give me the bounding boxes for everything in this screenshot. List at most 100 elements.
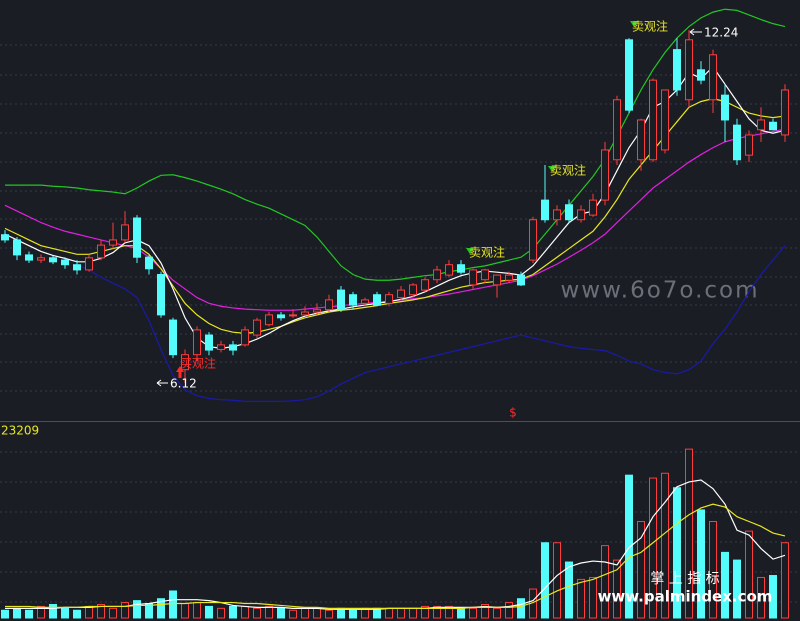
candle-body: [469, 269, 477, 286]
volume-bar: [709, 521, 717, 619]
candle-body: [697, 69, 705, 81]
volume-bar: [313, 607, 321, 619]
volume-bar: [613, 559, 621, 619]
candle-body: [493, 274, 501, 286]
candle-body: [133, 217, 141, 258]
candle-body: [625, 39, 633, 111]
volume-bar: [193, 602, 201, 619]
candle-body: [277, 314, 285, 319]
volume-bar: [565, 561, 573, 619]
volume-bar: [241, 605, 249, 619]
candle-body: [661, 89, 669, 151]
volume-bar: [25, 609, 33, 619]
volume-bar: [85, 605, 93, 619]
volume-bar: [289, 609, 297, 619]
volume-bar: [301, 607, 309, 619]
volume-bar: [481, 603, 489, 619]
volume-bar: [625, 474, 633, 619]
volume-bar: [697, 509, 705, 619]
volume-label: 23209: [1, 424, 39, 438]
candle-body: [337, 289, 345, 311]
volume-bar: [685, 448, 693, 619]
candle-body: [85, 257, 93, 271]
candle-body: [613, 99, 621, 161]
volume-bar: [781, 542, 789, 619]
volume-bar: [649, 477, 657, 619]
volume-bar: [745, 530, 753, 619]
candle-body: [145, 256, 153, 270]
candle-body: [409, 284, 417, 296]
sell-signal: 卖观注: [550, 163, 586, 178]
candle-body: [361, 299, 369, 304]
volume-bar: [589, 576, 597, 619]
low-price-label: 6.12: [170, 377, 197, 391]
volume-bar: [457, 607, 465, 619]
marker: $: [509, 406, 517, 420]
candle-body: [301, 311, 309, 316]
candle-body: [685, 39, 693, 101]
candle-body: [733, 124, 741, 161]
plot-area: [1, 8, 789, 619]
volume-bar: [385, 607, 393, 619]
volume-bar: [1, 609, 9, 619]
volume-bar: [73, 609, 81, 619]
volume-bar: [409, 607, 417, 619]
candle-body: [757, 119, 765, 131]
candle-body: [169, 319, 177, 356]
candle-body: [97, 244, 105, 259]
volume-bar: [505, 602, 513, 619]
candle-body: [781, 89, 789, 136]
candle-body: [253, 319, 261, 336]
watermark: www.palmindex.com: [598, 588, 773, 606]
volume-bar: [601, 545, 609, 619]
candle-body: [289, 314, 297, 317]
volume-bar: [397, 607, 405, 619]
candle-body: [193, 329, 201, 356]
volume-bar: [253, 607, 261, 619]
sell-arrow: [466, 248, 474, 254]
candle-body: [745, 134, 753, 156]
candle-body: [73, 264, 81, 271]
candle-body: [25, 254, 33, 261]
candle-body: [637, 119, 645, 161]
candle-body: [769, 121, 777, 131]
high-price-label: 12.24: [704, 26, 738, 40]
buy-signal: 买观注: [180, 356, 216, 371]
candle-body: [589, 199, 597, 216]
candle-body: [109, 239, 117, 246]
candle-body: [13, 239, 21, 256]
candle-body: [721, 94, 729, 121]
volume-bar: [757, 576, 765, 619]
volume-bar: [37, 605, 45, 619]
volume-bar: [325, 609, 333, 619]
candle-body: [157, 274, 165, 316]
volume-bar: [433, 605, 441, 619]
low-arrow: [156, 379, 168, 387]
candle-body: [565, 204, 573, 221]
candle-body: [37, 257, 45, 261]
candle-body: [421, 279, 429, 291]
price-line: [5, 8, 786, 281]
candle-body: [217, 344, 225, 350]
watermark: www.6o7o.com: [560, 278, 759, 304]
high-arrow: [689, 28, 702, 36]
volume-bar: [661, 472, 669, 619]
volume-bar: [349, 609, 357, 619]
watermark: 掌 上 指 标: [650, 571, 719, 587]
sell-signal: 卖观注: [469, 245, 505, 260]
candle-body: [529, 219, 537, 261]
candle-body: [649, 79, 657, 161]
volume-bar: [721, 551, 729, 619]
volume-bar: [577, 578, 585, 619]
candle-body: [673, 49, 681, 91]
volume-bar: [637, 521, 645, 619]
candle-body: [205, 334, 213, 351]
candle-body: [481, 269, 489, 281]
candle-body: [553, 209, 561, 221]
candle-body: [325, 299, 333, 311]
volume-bar: [121, 602, 129, 619]
volume-bar: [445, 605, 453, 619]
volume-bar: [541, 542, 549, 619]
candle-body: [385, 294, 393, 304]
candle-body: [241, 329, 249, 346]
